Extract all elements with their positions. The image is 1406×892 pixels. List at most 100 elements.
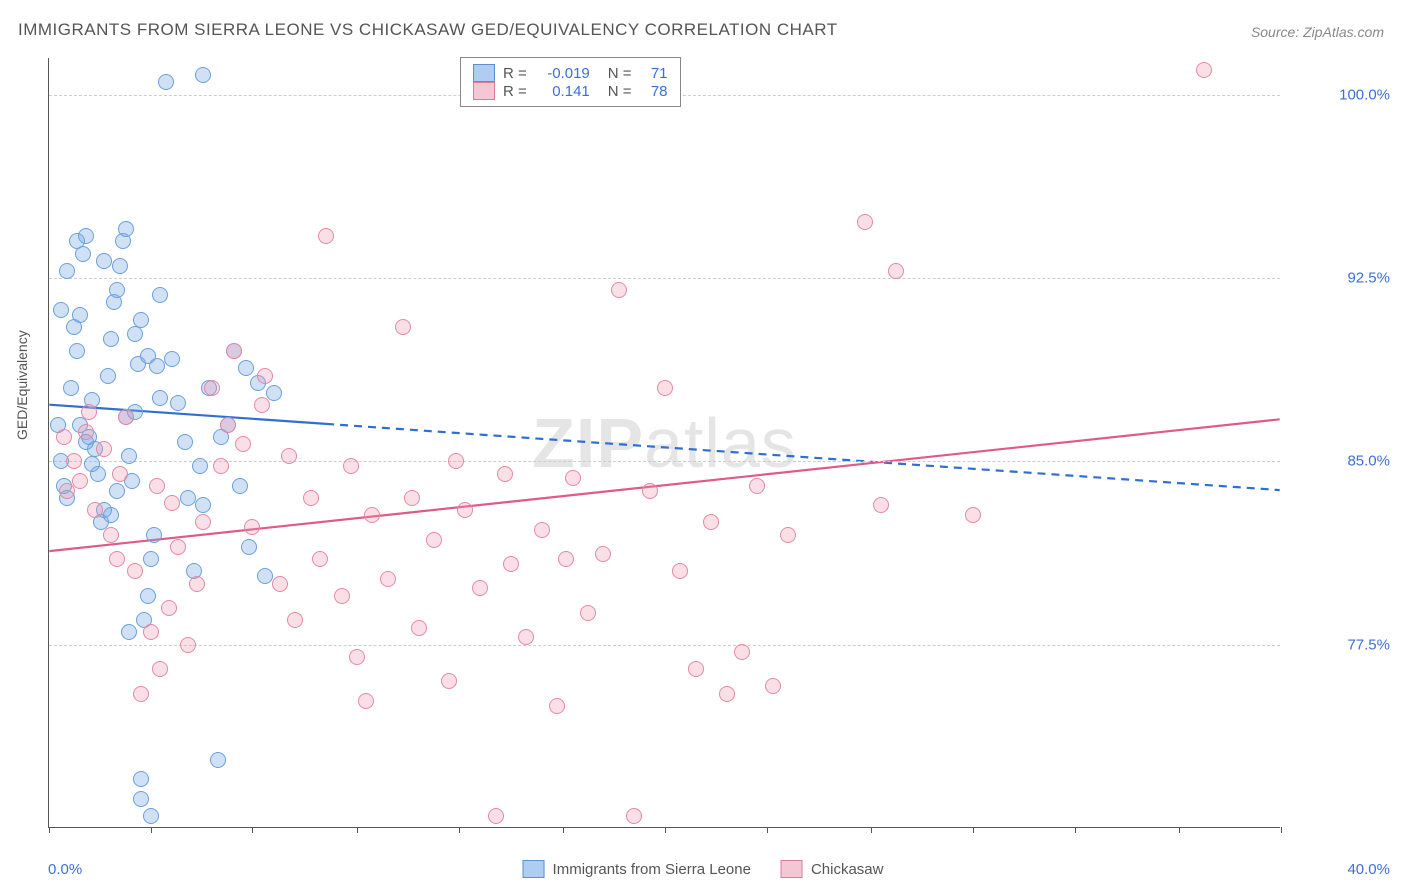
data-point: [180, 490, 196, 506]
data-point: [66, 453, 82, 469]
x-tick: [563, 827, 564, 833]
data-point: [158, 74, 174, 90]
data-point: [103, 507, 119, 523]
y-tick-label: 92.5%: [1347, 270, 1390, 287]
y-tick-label: 100.0%: [1339, 86, 1390, 103]
y-tick-label: 85.0%: [1347, 453, 1390, 470]
y-tick-label: 77.5%: [1347, 636, 1390, 653]
data-point: [143, 624, 159, 640]
data-point: [133, 791, 149, 807]
trend-line-dashed: [326, 424, 1280, 490]
data-point: [565, 470, 581, 486]
x-tick: [1075, 827, 1076, 833]
data-point: [87, 502, 103, 518]
data-point: [189, 576, 205, 592]
gridline: [49, 461, 1280, 462]
data-point: [272, 576, 288, 592]
data-point: [143, 808, 159, 824]
data-point: [53, 302, 69, 318]
data-point: [549, 698, 565, 714]
data-point: [426, 532, 442, 548]
stats-legend-row: R =-0.019N =71: [473, 64, 668, 82]
stats-legend-row: R =0.141N =78: [473, 82, 668, 100]
data-point: [59, 483, 75, 499]
data-point: [380, 571, 396, 587]
stat-r-value: -0.019: [535, 65, 590, 82]
source-attribution: Source: ZipAtlas.com: [1251, 24, 1384, 40]
data-point: [257, 568, 273, 584]
data-point: [364, 507, 380, 523]
data-point: [103, 527, 119, 543]
data-point: [358, 693, 374, 709]
gridline: [49, 645, 1280, 646]
data-point: [534, 522, 550, 538]
data-point: [287, 612, 303, 628]
data-point: [109, 551, 125, 567]
data-point: [96, 253, 112, 269]
data-point: [81, 404, 97, 420]
data-point: [349, 649, 365, 665]
data-point: [238, 360, 254, 376]
data-point: [164, 351, 180, 367]
data-point: [472, 580, 488, 596]
stat-r-value: 0.141: [535, 83, 590, 100]
stat-n-value: 78: [640, 83, 668, 100]
data-point: [152, 287, 168, 303]
data-point: [343, 458, 359, 474]
data-point: [146, 527, 162, 543]
data-point: [109, 282, 125, 298]
data-point: [69, 233, 85, 249]
data-point: [1196, 62, 1212, 78]
data-point: [257, 368, 273, 384]
data-point: [873, 497, 889, 513]
data-point: [149, 478, 165, 494]
data-point: [210, 752, 226, 768]
data-point: [143, 551, 159, 567]
chart-title: IMMIGRANTS FROM SIERRA LEONE VS CHICKASA…: [18, 20, 838, 40]
data-point: [312, 551, 328, 567]
data-point: [192, 458, 208, 474]
bottom-legend: Immigrants from Sierra Leone Chickasaw: [523, 860, 884, 878]
data-point: [164, 495, 180, 511]
data-point: [170, 395, 186, 411]
swatch-icon: [473, 82, 495, 100]
legend-item-series-1: Immigrants from Sierra Leone: [523, 860, 751, 878]
data-point: [180, 637, 196, 653]
data-point: [100, 368, 116, 384]
x-axis-min-label: 0.0%: [48, 861, 82, 878]
data-point: [672, 563, 688, 579]
data-point: [69, 343, 85, 359]
stat-n-label: N =: [608, 83, 632, 100]
data-point: [232, 478, 248, 494]
data-point: [780, 527, 796, 543]
data-point: [303, 490, 319, 506]
stat-n-value: 71: [640, 65, 668, 82]
data-point: [195, 497, 211, 513]
swatch-series-1: [523, 860, 545, 878]
data-point: [611, 282, 627, 298]
data-point: [103, 331, 119, 347]
data-point: [213, 458, 229, 474]
data-point: [411, 620, 427, 636]
x-tick: [357, 827, 358, 833]
data-point: [177, 434, 193, 450]
data-point: [204, 380, 220, 396]
data-point: [404, 490, 420, 506]
data-point: [441, 673, 457, 689]
data-point: [56, 429, 72, 445]
data-point: [642, 483, 658, 499]
data-point: [226, 343, 242, 359]
data-point: [140, 588, 156, 604]
x-tick: [252, 827, 253, 833]
data-point: [118, 221, 134, 237]
y-axis-label: GED/Equivalency: [14, 330, 30, 440]
trend-lines-svg: [49, 58, 1280, 827]
data-point: [580, 605, 596, 621]
data-point: [220, 417, 236, 433]
data-point: [857, 214, 873, 230]
data-point: [235, 436, 251, 452]
legend-label-series-2: Chickasaw: [811, 861, 884, 878]
x-axis-max-label: 40.0%: [1347, 861, 1390, 878]
data-point: [497, 466, 513, 482]
data-point: [195, 514, 211, 530]
